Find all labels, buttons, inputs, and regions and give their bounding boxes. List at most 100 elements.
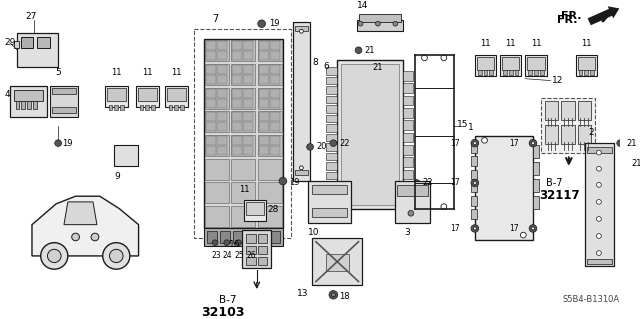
Text: 18: 18 bbox=[339, 292, 350, 301]
Bar bbox=[312, 185, 347, 194]
Text: 24: 24 bbox=[223, 251, 232, 260]
Bar bbox=[269, 146, 280, 155]
Bar bbox=[484, 70, 488, 75]
Circle shape bbox=[596, 166, 602, 171]
Bar bbox=[232, 146, 243, 155]
Text: 21: 21 bbox=[372, 63, 383, 72]
Bar bbox=[246, 257, 256, 265]
Text: 10: 10 bbox=[308, 228, 319, 237]
Circle shape bbox=[596, 200, 602, 204]
Circle shape bbox=[441, 204, 447, 210]
Bar bbox=[217, 122, 227, 131]
Bar bbox=[545, 101, 558, 120]
Bar bbox=[232, 136, 243, 145]
Bar bbox=[259, 122, 269, 131]
Bar bbox=[232, 65, 243, 74]
Bar bbox=[13, 41, 19, 48]
Bar bbox=[13, 90, 43, 101]
Bar bbox=[533, 196, 539, 210]
Circle shape bbox=[258, 20, 266, 27]
Bar bbox=[326, 67, 337, 75]
Bar bbox=[396, 181, 430, 223]
Bar bbox=[527, 57, 545, 70]
Bar bbox=[509, 70, 513, 75]
Bar bbox=[175, 105, 179, 110]
Text: 32117: 32117 bbox=[539, 189, 579, 202]
Circle shape bbox=[247, 240, 253, 246]
Bar bbox=[217, 89, 227, 98]
Bar bbox=[533, 179, 539, 192]
Bar bbox=[475, 55, 496, 76]
Bar bbox=[269, 89, 280, 98]
Bar bbox=[51, 86, 77, 116]
Bar bbox=[206, 89, 216, 98]
Circle shape bbox=[103, 243, 130, 269]
Bar bbox=[269, 136, 280, 145]
Text: 17: 17 bbox=[509, 139, 518, 148]
Bar bbox=[232, 206, 255, 227]
Bar bbox=[243, 51, 253, 60]
Bar bbox=[232, 64, 255, 85]
Bar bbox=[243, 146, 253, 155]
Bar bbox=[561, 125, 575, 144]
Bar bbox=[204, 228, 283, 246]
Bar bbox=[326, 254, 349, 271]
Bar bbox=[243, 41, 253, 50]
Bar bbox=[269, 65, 280, 74]
Bar bbox=[259, 65, 269, 74]
Text: B-7: B-7 bbox=[219, 295, 236, 305]
Bar bbox=[258, 231, 268, 243]
Text: 20: 20 bbox=[316, 142, 326, 152]
Bar bbox=[294, 26, 308, 31]
Bar bbox=[17, 33, 58, 67]
Text: 1: 1 bbox=[468, 123, 474, 132]
Bar bbox=[204, 39, 283, 228]
Bar bbox=[205, 182, 228, 203]
Circle shape bbox=[471, 225, 479, 232]
Bar bbox=[115, 145, 138, 166]
Bar bbox=[206, 41, 216, 50]
Bar bbox=[403, 96, 413, 105]
Bar bbox=[269, 122, 280, 131]
Bar bbox=[232, 40, 255, 61]
Bar bbox=[586, 143, 614, 266]
Bar bbox=[217, 136, 227, 145]
Text: 19: 19 bbox=[289, 178, 300, 188]
Circle shape bbox=[307, 144, 314, 150]
Text: 28: 28 bbox=[268, 205, 279, 214]
Bar bbox=[258, 246, 268, 254]
Bar bbox=[140, 105, 143, 110]
Circle shape bbox=[47, 249, 61, 263]
Bar bbox=[403, 120, 413, 130]
Bar bbox=[545, 125, 558, 144]
Circle shape bbox=[441, 55, 447, 61]
Bar bbox=[584, 70, 588, 75]
Bar bbox=[232, 231, 243, 243]
Text: 22: 22 bbox=[422, 178, 433, 188]
Circle shape bbox=[471, 139, 479, 147]
Bar bbox=[403, 182, 413, 191]
Bar bbox=[232, 41, 243, 50]
Bar bbox=[52, 88, 76, 94]
Circle shape bbox=[55, 140, 61, 146]
Bar bbox=[217, 51, 227, 60]
Text: 21: 21 bbox=[626, 139, 637, 148]
Bar bbox=[577, 101, 591, 120]
Bar bbox=[397, 185, 428, 196]
Bar bbox=[326, 124, 337, 132]
Circle shape bbox=[596, 182, 602, 187]
Circle shape bbox=[212, 240, 218, 246]
Text: 12: 12 bbox=[552, 76, 564, 85]
Bar bbox=[232, 51, 243, 60]
Bar bbox=[588, 147, 612, 152]
Text: 5: 5 bbox=[55, 68, 61, 77]
Bar bbox=[258, 234, 268, 243]
Polygon shape bbox=[32, 196, 139, 256]
Bar bbox=[326, 77, 337, 84]
Bar bbox=[588, 259, 612, 264]
Bar bbox=[115, 105, 118, 110]
Bar bbox=[217, 146, 227, 155]
Bar bbox=[326, 134, 337, 141]
Circle shape bbox=[422, 204, 428, 210]
Circle shape bbox=[623, 161, 629, 167]
